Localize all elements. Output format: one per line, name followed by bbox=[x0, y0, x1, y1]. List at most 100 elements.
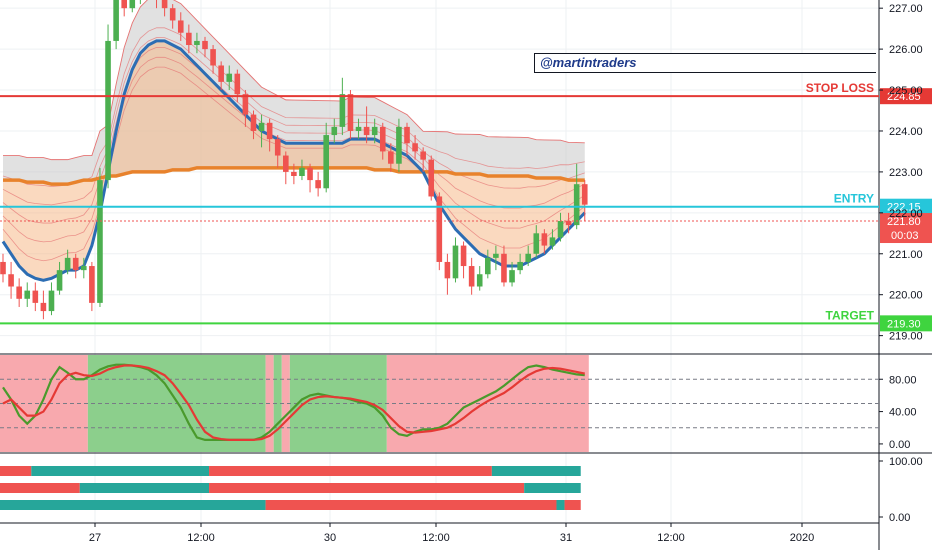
level-price-tag-target bbox=[880, 315, 932, 332]
time-tick: 12:00 bbox=[657, 532, 685, 544]
stoch-tick: 80.00 bbox=[889, 374, 917, 386]
candle-body bbox=[16, 286, 22, 299]
level-price-tag-stop bbox=[880, 88, 932, 105]
trend-heatmap bbox=[0, 466, 581, 510]
heat-segment-red bbox=[265, 500, 557, 510]
heat-segment-red bbox=[0, 466, 32, 476]
candle-body bbox=[501, 253, 507, 283]
candle-body bbox=[113, 0, 119, 41]
level-label-entry: ENTRY bbox=[834, 192, 874, 206]
candle-body bbox=[315, 180, 321, 189]
candle-body bbox=[347, 94, 354, 131]
ribbon-top-line bbox=[3, 0, 585, 161]
watermark-box: @martintraders bbox=[534, 53, 876, 73]
candle-body bbox=[89, 266, 95, 303]
stoch-tick: 0.00 bbox=[889, 439, 910, 451]
candle-body bbox=[64, 257, 71, 271]
ribbon-line bbox=[2, 37, 585, 206]
price-tick: 219.00 bbox=[889, 331, 923, 343]
candle-body bbox=[331, 126, 338, 136]
heat-segment-red bbox=[0, 483, 80, 493]
candle-body bbox=[250, 114, 257, 131]
candle-body bbox=[299, 167, 305, 176]
level-label-stop: STOP LOSS bbox=[806, 81, 874, 95]
candle-body bbox=[476, 274, 483, 287]
candle-body bbox=[129, 0, 136, 9]
candle-body bbox=[274, 139, 281, 156]
stoch-zone-red bbox=[281, 355, 290, 452]
heat-segment-red bbox=[564, 500, 581, 510]
candle-body bbox=[266, 122, 273, 140]
candle-body bbox=[169, 8, 176, 21]
candle-body bbox=[194, 40, 200, 46]
level-label-target: TARGET bbox=[826, 308, 875, 322]
candle-body bbox=[105, 40, 111, 181]
heat-segment-teal bbox=[31, 466, 210, 476]
trade-levels[interactable]: STOP LOSS 224.85 ENTRY 222.15 TARGET 219.30 22… bbox=[0, 81, 932, 332]
candle-body bbox=[40, 302, 47, 312]
candle-body bbox=[525, 253, 531, 262]
heat-segment-red bbox=[209, 466, 492, 476]
candle-body bbox=[8, 274, 14, 287]
price-tick: 225.00 bbox=[889, 85, 923, 97]
candle-body bbox=[379, 126, 386, 152]
last-price-tag bbox=[880, 213, 932, 244]
candle-body bbox=[444, 261, 451, 279]
time-tick: 27 bbox=[89, 532, 101, 544]
candles[interactable] bbox=[0, 0, 588, 320]
heat-tick: 0.00 bbox=[889, 512, 910, 524]
candle-body bbox=[388, 151, 394, 164]
candle-body bbox=[468, 266, 475, 287]
candle-body bbox=[210, 49, 216, 66]
last-price-value: 221.80 bbox=[887, 216, 921, 228]
candle-body bbox=[0, 261, 6, 275]
price-tick: 221.00 bbox=[889, 249, 923, 261]
candle-body bbox=[323, 135, 329, 189]
candle-body bbox=[428, 159, 435, 197]
price-tick: 227.00 bbox=[889, 3, 923, 15]
axes: 219.00 220.00 221.00 222.00 223.00 224.00 225.… bbox=[89, 3, 923, 544]
candle-body bbox=[283, 155, 289, 172]
candle-body bbox=[307, 167, 313, 181]
level-price-target: 219.30 bbox=[887, 318, 921, 330]
candle-body bbox=[242, 94, 249, 115]
candle-body bbox=[56, 270, 63, 291]
candle-body bbox=[412, 143, 418, 152]
candle-body bbox=[485, 257, 491, 275]
price-tick: 226.00 bbox=[889, 44, 923, 56]
stoch-zone-green bbox=[273, 355, 282, 452]
candle-body bbox=[396, 126, 402, 164]
candle-body bbox=[177, 20, 184, 33]
heat-segment-teal bbox=[556, 500, 565, 510]
stoch-line-k bbox=[2, 363, 585, 441]
level-price-tag-entry bbox=[880, 198, 932, 215]
candle-body bbox=[161, 0, 168, 9]
bar-countdown: 00:03 bbox=[891, 230, 919, 242]
time-tick: 2020 bbox=[790, 532, 814, 544]
candle-body bbox=[557, 221, 564, 238]
heat-segment-red bbox=[209, 483, 525, 493]
candle-body bbox=[436, 196, 443, 262]
candle-body bbox=[234, 73, 241, 95]
candle-body bbox=[339, 94, 346, 127]
candle-body bbox=[355, 126, 362, 131]
candle-body bbox=[97, 180, 103, 303]
time-tick: 30 bbox=[324, 532, 336, 544]
candle-body bbox=[460, 245, 467, 267]
candle-body bbox=[121, 0, 127, 9]
price-tick: 223.00 bbox=[889, 167, 923, 179]
ma-ribbon bbox=[2, 0, 586, 281]
ribbon-line bbox=[2, 27, 585, 188]
candle-body bbox=[452, 245, 459, 279]
candle-body bbox=[258, 122, 265, 131]
stochastic-lines bbox=[0, 363, 879, 441]
heat-segment-teal bbox=[0, 500, 266, 510]
time-tick: 31 bbox=[560, 532, 572, 544]
time-tick: 12:00 bbox=[187, 532, 215, 544]
ribbon-orange-fill bbox=[3, 40, 585, 281]
candle-body bbox=[517, 261, 523, 271]
candle-body bbox=[291, 171, 297, 176]
price-tick: 224.00 bbox=[889, 126, 923, 138]
price-tick: 220.00 bbox=[889, 290, 923, 302]
